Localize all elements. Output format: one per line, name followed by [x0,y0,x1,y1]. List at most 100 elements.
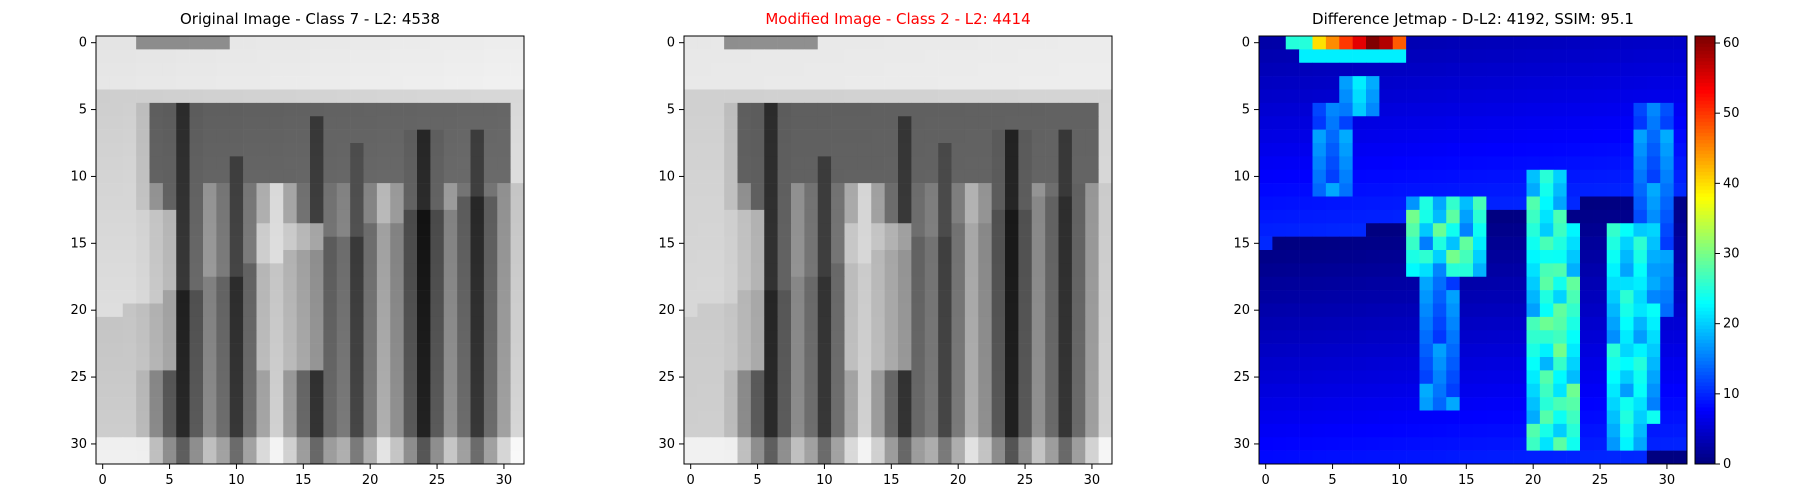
heatmap-cell [203,383,217,398]
heatmap-cell [149,370,164,385]
heatmap-cell [443,102,458,117]
heatmap-cell [1339,450,1353,465]
heatmap-cell [430,397,445,411]
heatmap-cell [149,36,164,50]
heatmap-cell [1539,116,1554,130]
heatmap-cell [1513,36,1527,50]
heatmap-cell [737,263,752,278]
heatmap-cell [1660,383,1674,398]
heatmap-cell [1045,129,1059,144]
heatmap-cell [1673,450,1688,465]
heatmap-cell [1366,383,1380,398]
heatmap-cell [1272,156,1287,171]
heatmap-cell [1606,330,1621,344]
heatmap-cell [1446,330,1460,344]
heatmap-cell [1566,410,1581,425]
heatmap-cell [1272,102,1287,117]
heatmap-cell [310,89,324,104]
heatmap-cell [216,250,231,264]
heatmap-cell [777,143,792,157]
heatmap-cell [1539,102,1554,117]
heatmap-cell [189,330,204,344]
heatmap-cell [1432,383,1447,398]
heatmap-cell [1285,223,1300,237]
heatmap-cell [1566,49,1581,64]
heatmap-cell [750,49,765,64]
heatmap-cell [136,316,150,331]
heatmap-cell [336,169,351,184]
heatmap-cell [1325,223,1340,237]
heatmap-cell [256,316,271,331]
heatmap-cell [1660,236,1674,251]
heatmap-cell [176,76,190,90]
heatmap-cell [1312,383,1327,398]
heatmap-cell [1566,370,1581,385]
heatmap-cell [390,36,404,50]
heatmap-cell [510,437,525,451]
heatmap-cell [457,62,471,77]
heatmap-cell [216,116,231,130]
heatmap-cell [951,129,966,144]
heatmap-cell [229,263,244,278]
heatmap-cell [1566,102,1581,117]
heatmap-cell [884,36,899,50]
heatmap-cell [149,62,164,77]
panel-original: Original Image - Class 7 - L2: 4538 0 5 10… [0,0,600,500]
heatmap-cell [1660,290,1674,304]
heatmap-cell [991,196,1006,211]
heatmap-cell [443,437,458,451]
heatmap-cell [283,143,297,157]
heatmap-cell [256,357,271,371]
heatmap-cell [350,76,364,90]
heatmap-cell [857,250,872,264]
heatmap-cell [1058,276,1073,291]
heatmap-cell [229,276,244,291]
heatmap-cell [390,383,404,398]
heatmap-cell [1299,343,1313,358]
heatmap-cell [336,89,351,104]
heatmap-cell [1513,183,1527,197]
colorbar-segment [1695,353,1715,358]
heatmap-cell [189,49,204,64]
heatmap-cell [1259,370,1273,385]
heatmap-cell [363,330,378,344]
heatmap-cell [1526,236,1541,251]
colorbar-segment [1695,253,1715,258]
heatmap-cell [243,423,257,438]
heatmap-cell [1553,316,1567,331]
heatmap-cell [884,290,899,304]
heatmap-cell [1593,423,1608,438]
heatmap-cell [497,236,511,251]
heatmap-cell [176,169,190,184]
heatmap-cell [1660,183,1674,197]
heatmap-cell [951,250,966,264]
heatmap-cell [1553,129,1567,144]
heatmap-cell [1499,423,1514,438]
heatmap-cell [149,223,164,237]
heatmap-cell [1058,129,1073,144]
heatmap-cell [1526,209,1541,224]
heatmap-cell [1018,263,1033,278]
heatmap-cell [804,183,819,197]
heatmap-cell [483,263,498,278]
heatmap-cell [1633,303,1648,318]
heatmap-cell [283,383,297,398]
heatmap-cell [283,49,297,64]
colorbar-tick-label: 50 [1723,106,1740,121]
heatmap-cell [96,116,110,130]
heatmap-cell [1499,156,1514,171]
heatmap-cell [323,397,338,411]
heatmap-cell [924,169,939,184]
heatmap-cell [1473,196,1487,211]
heatmap-cell [1085,89,1099,104]
heatmap-cell [296,169,311,184]
heatmap-cell [1352,423,1367,438]
heatmap-cell [1553,209,1567,224]
colorbar-segment [1695,46,1715,51]
heatmap-cell [978,290,992,304]
heatmap-cell [176,236,190,251]
heatmap-cell [1285,169,1300,184]
heatmap-cell [1459,263,1474,278]
heatmap-cell [1339,196,1353,211]
heatmap-cell [1553,410,1567,425]
